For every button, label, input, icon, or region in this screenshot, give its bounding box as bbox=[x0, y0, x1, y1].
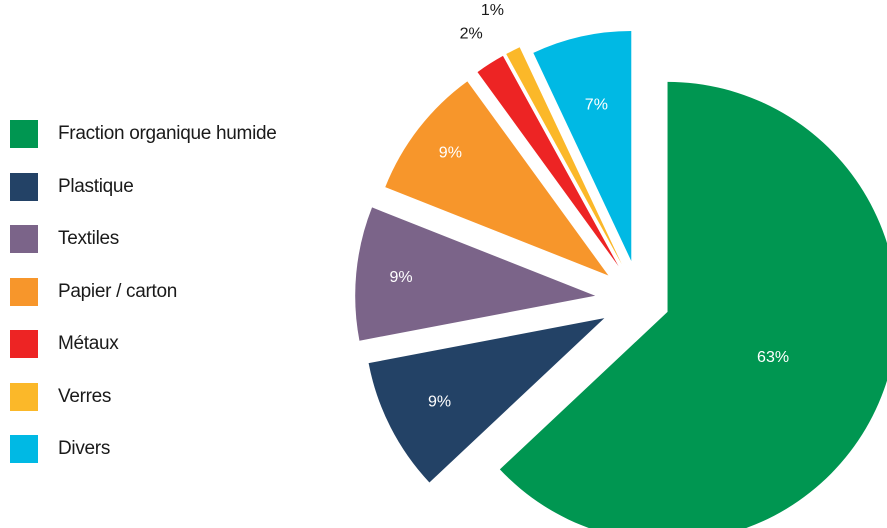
slice-label: 63% bbox=[757, 349, 789, 366]
pie-slice bbox=[477, 55, 619, 267]
legend-item: Papier / carton bbox=[10, 266, 340, 319]
legend-label: Fraction organique humide bbox=[58, 123, 277, 145]
pie-slice bbox=[499, 81, 887, 528]
slice-label: 1% bbox=[481, 2, 504, 19]
legend-swatch bbox=[10, 120, 38, 149]
pie-slice bbox=[368, 318, 605, 483]
legend-item: Divers bbox=[10, 423, 340, 476]
legend-swatch bbox=[10, 172, 38, 201]
legend-label: Textiles bbox=[58, 228, 119, 250]
pie-slice bbox=[533, 30, 632, 261]
legend-label: Verres bbox=[58, 385, 112, 407]
slice-label: 7% bbox=[585, 96, 608, 113]
legend-item: Textiles bbox=[10, 213, 340, 266]
legend-swatch bbox=[10, 435, 38, 464]
legend-swatch bbox=[10, 382, 38, 411]
pie-slice bbox=[355, 207, 596, 341]
legend-item: Fraction organique humide bbox=[10, 108, 340, 161]
legend-swatch bbox=[10, 330, 38, 359]
legend-label: Plastique bbox=[58, 175, 134, 197]
pie-slice bbox=[506, 47, 622, 265]
slice-label: 9% bbox=[439, 144, 462, 161]
legend-label: Métaux bbox=[58, 333, 119, 355]
legend-label: Papier / carton bbox=[58, 280, 178, 302]
legend-swatch bbox=[10, 225, 38, 254]
slice-label: 2% bbox=[460, 26, 483, 43]
legend-item: Verres bbox=[10, 371, 340, 424]
slice-label: 9% bbox=[428, 394, 451, 411]
slice-label: 9% bbox=[390, 269, 413, 286]
legend-item: Métaux bbox=[10, 318, 340, 371]
chart-legend: Fraction organique humide Plastique Textil… bbox=[10, 108, 340, 476]
legend-swatch bbox=[10, 277, 38, 306]
legend-label: Divers bbox=[58, 438, 111, 460]
pie-slice bbox=[385, 81, 609, 276]
legend-item: Plastique bbox=[10, 161, 340, 214]
